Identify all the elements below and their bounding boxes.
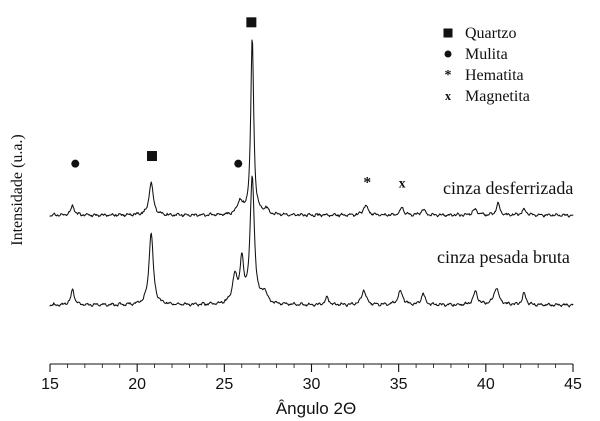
x-ticks [49,364,574,372]
series-label-cinza-desferrizada: cinza desferrizada [443,178,573,198]
legend-label: Mulita [465,46,508,63]
x-legend-icon: x [445,89,451,103]
x-tick-label: 30 [303,376,321,393]
square-annotation-marker [246,17,257,28]
annotation-layer: * x [71,17,406,191]
asterisk-legend-icon: * [445,68,452,83]
x-axis-label: Ângulo 2Θ [276,399,356,418]
legend: Quartzo Mulita * Hematita x Magnetita [443,25,530,105]
series-label-cinza-pesada-bruta: cinza pesada bruta [437,247,570,267]
series-line-cinza-pesada-bruta [49,175,574,308]
x-tick-label: 25 [215,376,233,393]
x-tick-label: 45 [564,376,582,393]
legend-item-quartzo: Quartzo [443,25,517,42]
x-tick-labels: 15 20 25 30 35 40 45 [41,376,582,393]
x-tick-label: 40 [477,376,495,393]
x-tick-label: 15 [41,376,59,393]
x-tick-label: 20 [128,376,146,393]
legend-label: Hematita [465,67,524,84]
y-axis-label: Intensidade (u.a.) [9,134,26,246]
x-annotation-marker: x [399,175,406,190]
asterisk-annotation-marker: * [363,174,371,191]
series-line-cinza-desferrizada [49,39,574,218]
x-axis: 15 20 25 30 35 40 45 [41,363,582,393]
circle-annotation-marker [234,159,243,168]
square-legend-icon [443,28,453,38]
series-layer [49,39,574,308]
circle-annotation-marker [71,159,80,168]
square-annotation-marker [146,151,157,162]
legend-label: Quartzo [465,25,517,42]
circle-legend-icon [444,50,452,58]
legend-label: Magnetita [465,88,530,105]
legend-item-hematita: * Hematita [445,67,524,84]
legend-item-magnetita: x Magnetita [445,88,530,105]
x-tick-label: 35 [390,376,408,393]
legend-item-mulita: Mulita [444,46,508,63]
